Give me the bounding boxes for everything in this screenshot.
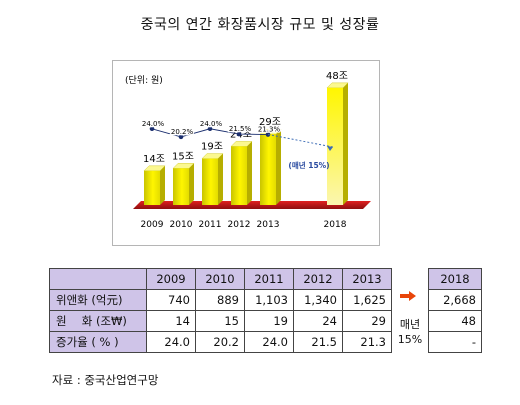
projected-growth-rate: 15% — [397, 333, 423, 346]
x-tick-label: 2012 — [228, 220, 251, 230]
bar-value-label: 14조 — [143, 154, 165, 165]
table-cell: 21.5 — [293, 331, 343, 353]
x-tick-label: 2009 — [141, 220, 164, 230]
bar-value-label: 29조 — [259, 117, 281, 128]
bar-side — [189, 163, 194, 205]
growth-point — [149, 126, 155, 132]
bar — [202, 158, 218, 205]
growth-rate-label: 24.0% — [142, 120, 165, 128]
table-row: 2,668 — [428, 289, 482, 311]
chart-floor — [133, 201, 371, 209]
x-tick-label: 2018 — [324, 220, 347, 230]
bar-top — [326, 82, 349, 89]
table-cell: 1,625 — [342, 289, 392, 311]
year-header: 2009 — [146, 268, 196, 290]
table-row: 48 — [428, 310, 482, 332]
growth-rate-label: 24.0% — [200, 120, 223, 128]
table-corner — [49, 268, 147, 290]
growth-rate-label: 20.2% — [171, 128, 194, 136]
table-cell: 889 — [195, 289, 245, 311]
table-cell: 1,103 — [244, 289, 294, 311]
projected-growth-note: 매년 15% — [392, 317, 428, 347]
x-tick-label: 2013 — [257, 220, 280, 230]
year-header: 2013 — [342, 268, 392, 290]
table-cell: 15 — [195, 310, 245, 332]
table-header-row: 2009 2010 2011 2012 2013 — [49, 268, 392, 290]
projection-line — [267, 134, 334, 148]
table-cell: 48 — [428, 310, 482, 332]
bar-value-label: 48조 — [326, 71, 348, 82]
table-row: 원 화 (조₩) 14 15 19 24 29 — [49, 310, 392, 332]
bar — [144, 170, 160, 205]
year-header: 2011 — [244, 268, 294, 290]
year-header: 2018 — [428, 268, 482, 290]
bar-side — [160, 165, 165, 205]
year-header: 2010 — [195, 268, 245, 290]
page-title: 중국의 연간 화장품시장 규모 및 성장률 — [140, 17, 380, 33]
bar-top — [172, 163, 195, 169]
bar-chart: (단위: 원) 14조200915조201019조201124조201229조2… — [125, 71, 371, 230]
table-cell: 24.0 — [244, 331, 294, 353]
growth-rate-label: 21.5% — [229, 125, 252, 133]
bar — [260, 134, 276, 205]
row-label: 원 화 (조₩) — [49, 310, 147, 332]
bar — [173, 168, 189, 205]
table-cell: 14 — [146, 310, 196, 332]
unit-label: (단위: 원) — [125, 75, 163, 86]
table-cell: 24 — [293, 310, 343, 332]
growth-rate-label: 21.3% — [258, 126, 281, 134]
bar-side — [343, 82, 348, 205]
growth-point — [265, 132, 271, 137]
bar-side — [247, 141, 252, 205]
x-tick-label: 2010 — [170, 220, 193, 230]
growth-point — [207, 126, 213, 132]
x-tick-label: 2011 — [199, 220, 222, 230]
projection-arrowhead — [327, 146, 333, 151]
bar-side — [218, 153, 223, 205]
table-row: 위앤화 (억元) 740 889 1,103 1,340 1,625 — [49, 289, 392, 311]
bar-top — [259, 129, 282, 135]
bar — [327, 87, 343, 205]
table-cell: 1,340 — [293, 289, 343, 311]
data-table: 2009 2010 2011 2012 2013 위앤화 (억元) 740 88… — [49, 268, 392, 353]
arrow-right-icon — [400, 291, 416, 301]
bar-side — [276, 129, 281, 205]
table-row: - — [428, 331, 482, 353]
table-cell: 2,668 — [428, 289, 482, 311]
table-cell: 29 — [342, 310, 392, 332]
table-row: 증가율 ( % ) 24.0 20.2 24.0 21.5 21.3 — [49, 331, 392, 353]
table-cell: 19 — [244, 310, 294, 332]
table-cell: - — [428, 331, 482, 353]
bar-value-label: 19조 — [201, 142, 223, 153]
chart-panel: (단위: 원) 14조200915조201019조201124조201229조2… — [112, 60, 380, 246]
source-note: 자료 : 중국산업연구망 — [52, 373, 159, 387]
row-label: 위앤화 (억元) — [49, 289, 147, 311]
bar-value-label: 15조 — [172, 151, 194, 162]
growth-point — [178, 134, 184, 140]
table-cell: 20.2 — [195, 331, 245, 353]
projection-label: (매년 15%) — [288, 160, 329, 170]
projection-table: 2018 2,668 48 - — [428, 268, 482, 353]
row-label: 증가율 ( % ) — [49, 331, 147, 353]
year-header: 2012 — [293, 268, 343, 290]
table-cell: 740 — [146, 289, 196, 311]
table-cell: 21.3 — [342, 331, 392, 353]
projected-growth-label: 매년 — [399, 318, 421, 331]
growth-point — [236, 131, 242, 137]
table-header-row: 2018 — [428, 268, 482, 290]
table-cell: 24.0 — [146, 331, 196, 353]
bar — [231, 146, 247, 205]
